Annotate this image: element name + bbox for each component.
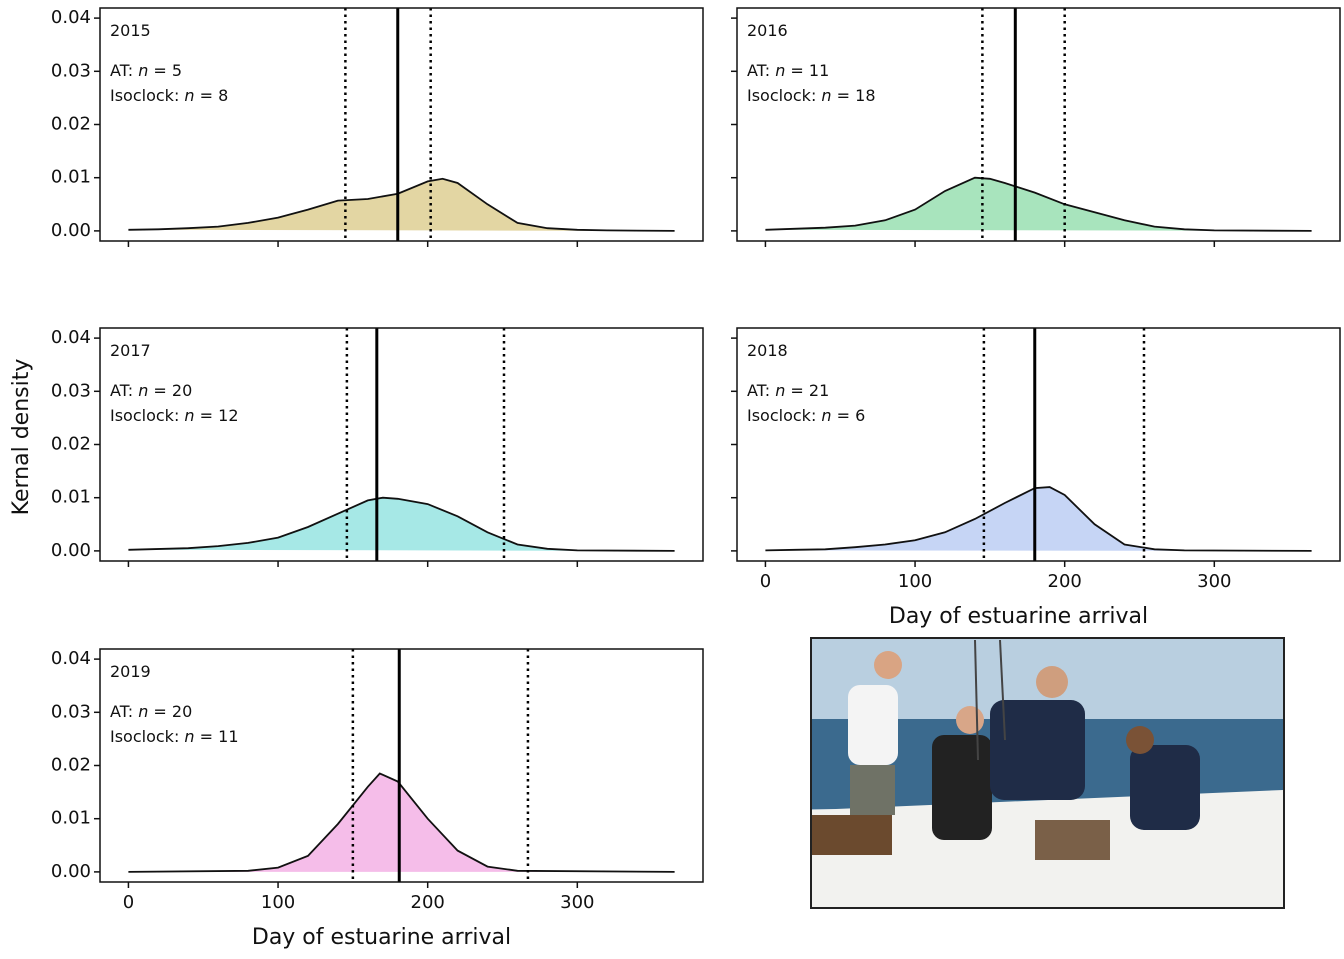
panel-title: 2018 — [747, 341, 788, 360]
y-tick-label: 0.00 — [51, 540, 91, 561]
y-tick-label: 0.03 — [51, 60, 91, 81]
y-tick-label: 0.04 — [51, 648, 91, 669]
density-area — [128, 774, 674, 872]
annotation: AT: n = 20 — [110, 381, 192, 400]
x-tick-label: 200 — [1048, 571, 1082, 592]
density-area — [765, 178, 1311, 231]
y-tick-label: 0.03 — [51, 701, 91, 722]
y-tick-label: 0.02 — [51, 755, 91, 776]
density-area — [765, 487, 1311, 551]
annotation: Isoclock: n = 18 — [747, 86, 876, 105]
y-tick-label: 0.01 — [51, 167, 91, 188]
annotation: Isoclock: n = 6 — [747, 406, 865, 425]
y-tick-label: 0.04 — [51, 327, 91, 348]
density-area — [128, 498, 674, 551]
photo-person — [932, 735, 992, 840]
photo-person — [874, 651, 902, 679]
panel-title: 2016 — [747, 21, 788, 40]
y-tick-label: 0.01 — [51, 808, 91, 829]
page: Kernal density 0.00 0.01 0.02 0.03 0.04 2015 A… — [0, 0, 1344, 959]
photo-person — [956, 706, 984, 734]
annotation: AT: n = 20 — [110, 702, 192, 721]
density-area — [128, 179, 674, 231]
photo-crate — [1035, 820, 1110, 860]
x-tick-label: 0 — [760, 571, 771, 592]
x-tick-label: 300 — [560, 892, 594, 913]
annotation: Isoclock: n = 8 — [110, 86, 228, 105]
annotation: Isoclock: n = 11 — [110, 727, 239, 746]
x-axis-label: Day of estuarine arrival — [889, 604, 1148, 629]
panel-title: 2019 — [110, 662, 151, 681]
photo-deck — [812, 815, 892, 855]
photo-person — [1126, 726, 1154, 754]
y-tick-label: 0.02 — [51, 434, 91, 455]
x-tick-label: 100 — [261, 892, 295, 913]
photo-person — [1130, 745, 1200, 830]
panel-title: 2017 — [110, 341, 151, 360]
x-tick-label: 100 — [898, 571, 932, 592]
x-tick-label: 300 — [1197, 571, 1231, 592]
y-axis-label: Kernal density — [9, 359, 34, 516]
figure: Kernal density 0.00 0.01 0.02 0.03 0.04 2015 A… — [0, 0, 1344, 959]
y-tick-label: 0.03 — [51, 380, 91, 401]
y-tick-label: 0.00 — [51, 861, 91, 882]
annotation: AT: n = 5 — [110, 61, 182, 80]
x-tick-label: 0 — [123, 892, 134, 913]
panel-title: 2015 — [110, 21, 151, 40]
photo-person — [848, 685, 898, 765]
annotation: Isoclock: n = 12 — [110, 406, 239, 425]
annotation: AT: n = 21 — [747, 381, 829, 400]
y-tick-label: 0.00 — [51, 220, 91, 241]
annotation: AT: n = 11 — [747, 61, 829, 80]
y-tick-label: 0.01 — [51, 487, 91, 508]
x-axis-label: Day of estuarine arrival — [252, 925, 511, 950]
photo-person — [1036, 666, 1068, 698]
photo-person — [850, 765, 895, 815]
y-tick-label: 0.02 — [51, 114, 91, 135]
x-tick-label: 200 — [411, 892, 445, 913]
photo — [811, 638, 1284, 908]
y-tick-label: 0.04 — [51, 7, 91, 28]
